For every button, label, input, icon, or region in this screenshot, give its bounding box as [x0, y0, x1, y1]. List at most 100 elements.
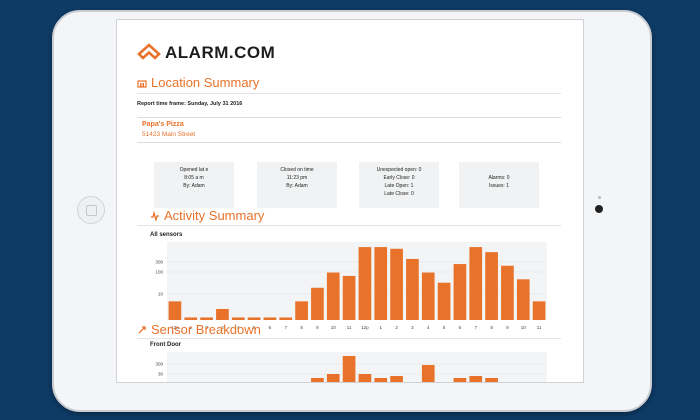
card-line: Late Open: 1 [384, 183, 414, 189]
bar [279, 317, 293, 320]
bar [295, 301, 308, 320]
summary-card-opened: Opened lat e 8:05 a m By: Adam [154, 162, 234, 208]
chart-plot-area [167, 352, 547, 382]
house-logo-icon [137, 43, 161, 60]
sensor-chart-subtitle: Front Door [150, 342, 181, 348]
x-tick-label: 10 [331, 325, 337, 330]
location-address: 51423 Main Street [142, 131, 196, 138]
bar [421, 365, 435, 382]
x-tick-label: 1 [379, 325, 382, 330]
location-box[interactable]: Papa's Pizza 51423 Main Street [137, 117, 561, 143]
card-line: Unexpected open: 0 [376, 167, 422, 173]
bar [485, 252, 498, 320]
card-line: Issues: 1 [488, 183, 509, 189]
bar [358, 247, 372, 320]
card-line: Closed on time [280, 167, 314, 173]
bar [184, 317, 198, 320]
activity-summary-title: Activity Summary [150, 208, 264, 223]
chart-plot-area [167, 242, 547, 320]
divider [137, 225, 561, 226]
card-line: 8:05 a m [184, 175, 204, 181]
sensor-icon [138, 325, 146, 333]
x-tick-label: 2 [205, 325, 208, 330]
app-screen: ALARM.COM Location Summary Report time f… [116, 19, 584, 383]
activity-chart-subtitle: All sensors [150, 232, 183, 238]
bar [342, 275, 356, 320]
bar [469, 247, 483, 320]
home-button[interactable] [77, 196, 105, 224]
bar [374, 247, 388, 320]
y-tick-label: 300 [155, 362, 163, 367]
bar [390, 248, 403, 320]
card-line: 11:23 pm [286, 175, 308, 181]
sensor-dot [598, 196, 601, 199]
bar [311, 378, 324, 382]
logo-text: ALARM.COM [165, 43, 276, 62]
bar [200, 317, 213, 320]
x-tick-label: 4 [237, 325, 240, 330]
bar [437, 282, 451, 320]
y-tick-label: 100 [155, 270, 163, 275]
y-tick-label: 300 [155, 260, 163, 265]
bar [247, 317, 261, 320]
card-line: By: Adam [286, 183, 308, 189]
bar [469, 376, 483, 382]
bar [168, 301, 182, 320]
x-tick-label: 11 [347, 325, 352, 330]
camera-icon [595, 205, 603, 213]
bar [263, 317, 277, 320]
bar [453, 264, 467, 320]
card-line: Opened lat e [179, 167, 209, 173]
bar [501, 265, 514, 320]
activity-summary-label: Activity Summary [164, 208, 265, 223]
y-tick-label: 30 [158, 372, 164, 377]
bar [326, 272, 340, 320]
x-tick-label: 9 [316, 325, 319, 330]
sensor-breakdown-label: Sensor Breakdown [151, 322, 261, 337]
divider [137, 93, 561, 94]
x-tick-label: 6 [459, 325, 462, 330]
x-tick-label: 6 [269, 325, 272, 330]
bar [516, 279, 530, 320]
activity-icon [151, 210, 159, 221]
building-icon [137, 79, 147, 88]
card-line: Alarms: 0 [488, 175, 510, 181]
x-tick-label: 9 [506, 325, 509, 330]
x-tick-label: 12a [171, 325, 179, 330]
bar [231, 317, 245, 320]
bar [406, 258, 419, 320]
bar [358, 374, 372, 382]
bar [326, 374, 340, 382]
location-summary-label: Location Summary [151, 75, 260, 90]
x-tick-label: 5 [253, 325, 256, 330]
bar [374, 378, 388, 382]
bar [532, 301, 546, 320]
bar [311, 287, 324, 320]
card-line: By: Adam [183, 183, 205, 189]
sensor-breakdown-title: Sensor Breakdown [137, 322, 261, 337]
bar [216, 308, 229, 320]
y-tick-label: 10 [158, 292, 164, 297]
front-door-chart: 300 30 [155, 352, 547, 382]
bar [485, 378, 498, 382]
bar [453, 378, 467, 382]
alarmcom-logo[interactable]: ALARM.COM [137, 42, 275, 64]
activity-chart: 300 100 10 12a 1 2 3 4 5 6 7 8 9 10 11 12p 1 2 3 4 5 6 7 8 9 10 11 [155, 242, 547, 330]
x-tick-label: 3 [221, 325, 224, 330]
x-tick-label: 1 [189, 325, 192, 330]
x-tick-label: 5 [443, 325, 446, 330]
location-name[interactable]: Papa's Pizza [142, 121, 184, 128]
x-tick-label: 12p [361, 325, 369, 330]
bar [390, 376, 403, 382]
x-tick-label: 4 [427, 325, 430, 330]
x-tick-label: 7 [474, 325, 477, 330]
x-tick-label: 7 [284, 325, 287, 330]
x-tick-label: 8 [490, 325, 493, 330]
summary-card-exceptions: Unexpected open: 0 Early Close: 0 Late O… [359, 162, 439, 208]
summary-card-closed: Closed on time 11:23 pm By: Adam [257, 162, 337, 208]
bar [342, 356, 356, 382]
x-tick-label: 11 [537, 325, 542, 330]
x-tick-label: 2 [395, 325, 398, 330]
card-line: Early Close: 0 [383, 175, 415, 181]
x-tick-label: 10 [521, 325, 527, 330]
